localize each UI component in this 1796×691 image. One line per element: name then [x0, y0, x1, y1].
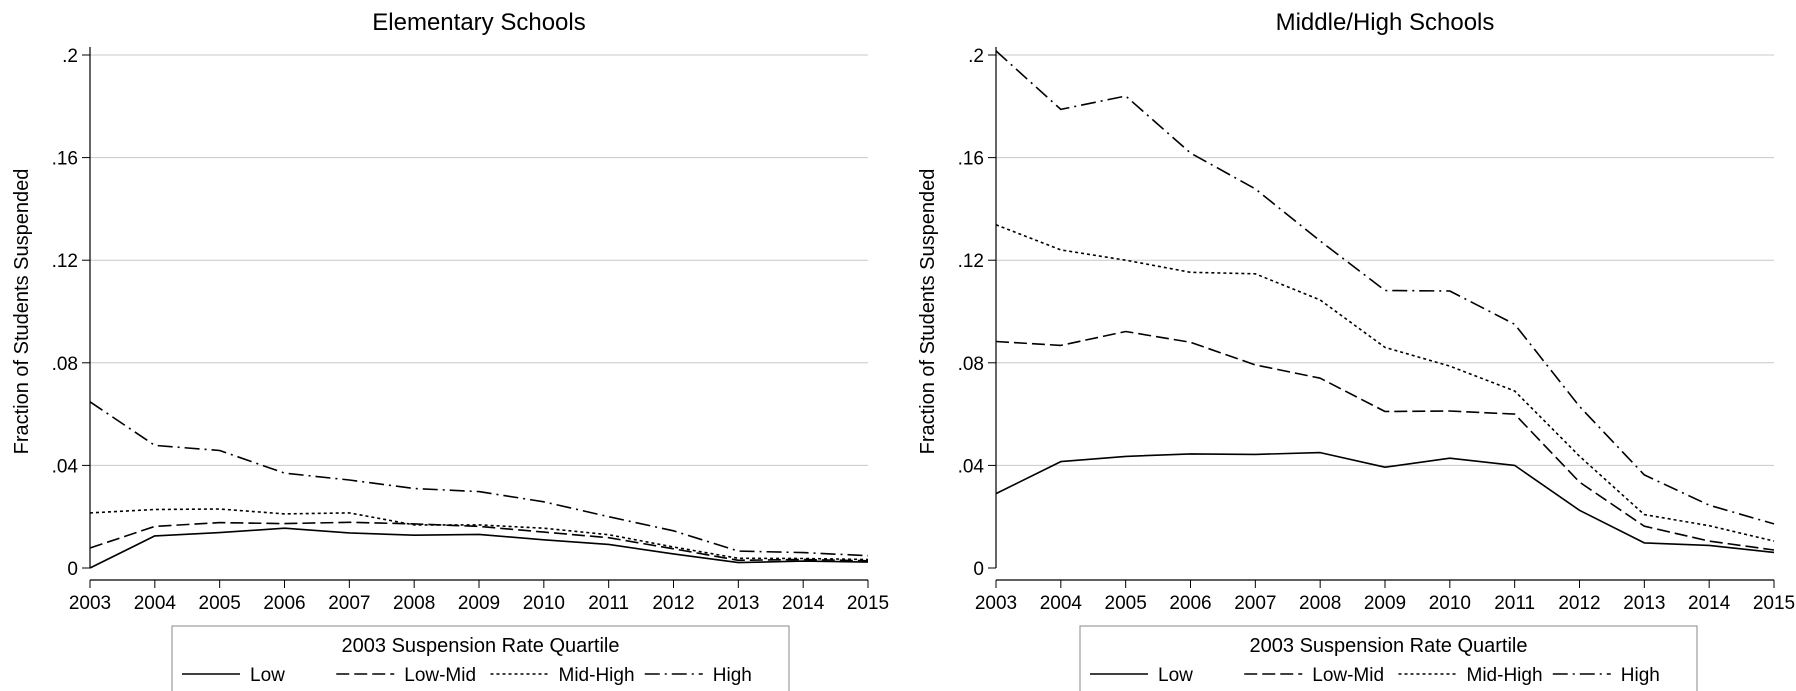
x-tick-label: 2014 — [782, 593, 825, 614]
x-tick-label: 2011 — [588, 593, 629, 614]
chart-title: Middle/High Schools — [1276, 9, 1495, 36]
y-tick-label: .16 — [958, 149, 984, 170]
y-tick-label: .12 — [52, 251, 78, 272]
series-line-high — [995, 50, 1775, 525]
series-line-mid-high — [89, 508, 869, 561]
legend-box — [1079, 625, 1698, 691]
y-axis-label: Fraction of Students Suspended — [11, 169, 33, 455]
y-tick-label: .08 — [52, 354, 78, 375]
x-tick-label: 2005 — [1105, 593, 1147, 614]
x-tick-label: 2006 — [1169, 593, 1211, 614]
legend-title: 2003 Suspension Rate Quartile — [1250, 635, 1528, 657]
x-tick-label: 2012 — [652, 593, 694, 614]
x-tick-label: 2010 — [523, 593, 565, 614]
x-tick-label: 2003 — [975, 593, 1017, 614]
x-tick-label: 2007 — [328, 593, 370, 614]
y-tick-label: .04 — [958, 456, 985, 477]
series-line-low — [995, 451, 1775, 554]
y-tick-label: .16 — [52, 149, 78, 170]
legend: 2003 Suspension Rate Quartile Low Low-Mid M… — [171, 625, 790, 691]
legend-title: 2003 Suspension Rate Quartile — [342, 635, 620, 657]
series-line-low-mid — [995, 330, 1775, 551]
legend-label: Low-Mid — [404, 665, 476, 686]
x-tick-label: 2006 — [263, 593, 305, 614]
x-tick-label: 2010 — [1429, 593, 1471, 614]
legend-label: High — [713, 665, 752, 686]
x-tick-label: 2015 — [1753, 593, 1795, 614]
x-tick-label: 2015 — [847, 593, 889, 614]
y-tick-label: .12 — [958, 251, 984, 272]
y-axis-label: Fraction of Students Suspended — [917, 169, 939, 455]
legend-box — [171, 625, 790, 691]
legend-label: Low-Mid — [1312, 665, 1384, 686]
x-tick-label: 2004 — [134, 593, 177, 614]
chart-panel-1: Elementary Schools 0 .04 .08 .12 .16 .2 2003 200… — [11, 9, 889, 691]
legend: 2003 Suspension Rate Quartile Low Low-Mid M… — [1079, 625, 1698, 691]
legend-label: Low — [250, 665, 285, 686]
x-tick-label: 2011 — [1494, 593, 1535, 614]
y-tick-label: .08 — [958, 354, 984, 375]
x-tick-label: 2003 — [69, 593, 111, 614]
legend-label: Mid-High — [1467, 665, 1543, 686]
series-line-high — [89, 401, 869, 557]
x-tick-label: 2004 — [1040, 593, 1083, 614]
x-tick-label: 2013 — [717, 593, 759, 614]
x-tick-label: 2013 — [1623, 593, 1665, 614]
x-tick-label: 2009 — [458, 593, 500, 614]
chart-title: Elementary Schools — [372, 9, 585, 36]
x-tick-label: 2009 — [1364, 593, 1406, 614]
chart-panel-2: Middle/High Schools 0 .04 .08 .12 .16 .2 2003 20… — [917, 9, 1795, 691]
y-tick-label: 0 — [67, 559, 78, 580]
x-tick-label: 2014 — [1688, 593, 1731, 614]
x-tick-label: 2008 — [393, 593, 435, 614]
y-tick-label: .2 — [968, 46, 984, 67]
x-tick-label: 2007 — [1234, 593, 1276, 614]
y-tick-label: .2 — [62, 46, 78, 67]
legend-label: Mid-High — [559, 665, 635, 686]
y-tick-label: .04 — [52, 456, 79, 477]
x-tick-label: 2005 — [199, 593, 241, 614]
x-tick-label: 2008 — [1299, 593, 1341, 614]
y-tick-label: 0 — [973, 559, 984, 580]
x-tick-label: 2012 — [1558, 593, 1600, 614]
legend-label: High — [1621, 665, 1660, 686]
series-line-mid-high — [995, 224, 1775, 542]
legend-label: Low — [1158, 665, 1193, 686]
series-line-low-mid — [89, 521, 869, 562]
series-line-low — [89, 527, 869, 569]
